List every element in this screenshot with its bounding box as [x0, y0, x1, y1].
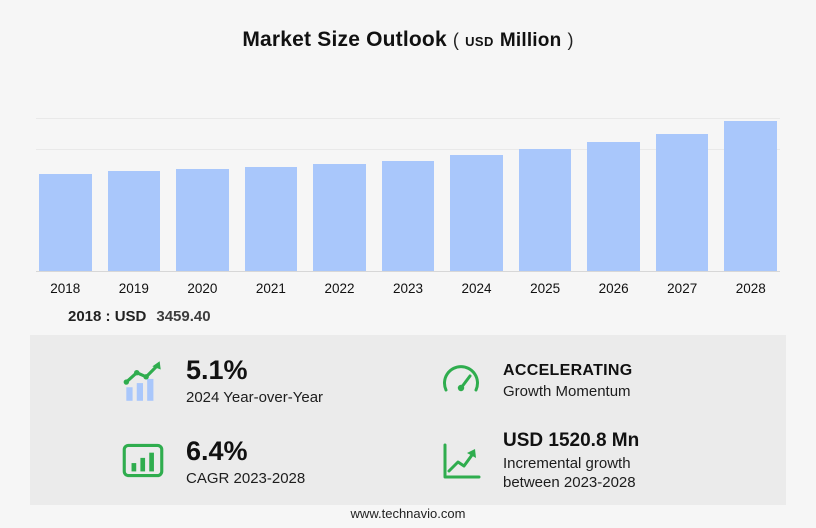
bar-2021: [244, 167, 298, 271]
speedometer-icon: [443, 364, 479, 391]
stat-text: 5.1% 2024 Year-over-Year: [186, 355, 323, 406]
bar-2023: [381, 161, 435, 271]
stats-panel: 5.1% 2024 Year-over-Year ACCELERATING Gr…: [30, 335, 786, 505]
title-currency: USD: [465, 34, 494, 49]
title-paren-close: ): [567, 30, 574, 50]
bar-label: 2024: [461, 281, 492, 296]
stat-yoy: 5.1% 2024 Year-over-Year: [118, 355, 437, 406]
stat-cagr: 6.4% CAGR 2023-2028: [118, 430, 437, 493]
bar-2018: [39, 174, 92, 271]
bar-2024: [450, 155, 503, 271]
yoy-value: 5.1%: [186, 355, 248, 385]
bar-growth-icon: [123, 360, 161, 401]
market-size-chart: 2018 2019 2020 2021 2022 2023 2024 2025 2026 2027…: [36, 116, 780, 296]
cagr-caption: CAGR 2023-2028: [186, 469, 306, 487]
stat-text: 6.4% CAGR 2023-2028: [186, 436, 305, 487]
gridline: [36, 149, 780, 150]
bar-label: 2025: [530, 281, 561, 296]
bar-2019: [107, 171, 161, 271]
bar-label: 2018: [50, 281, 81, 296]
bar-2020: [176, 169, 229, 271]
bar-label: 2021: [255, 281, 286, 296]
chart-plot: [36, 116, 780, 272]
annotation-label: 2018 : USD: [68, 308, 147, 325]
bar-label: 2023: [392, 281, 424, 296]
bar-2028: [724, 121, 778, 271]
momentum-value: ACCELERATING: [503, 361, 633, 379]
chart-bars: [36, 116, 780, 271]
bar-2025: [518, 149, 572, 271]
footer-link[interactable]: www.technavio.com: [350, 506, 466, 521]
yoy-caption: 2024 Year-over-Year: [186, 389, 324, 406]
title-paren-open: (: [452, 30, 460, 50]
gridline: [36, 118, 780, 119]
bar-label: 2020: [187, 281, 218, 296]
title-main: Market Size Outlook: [242, 28, 447, 51]
bar-label: 2022: [324, 281, 355, 296]
title-unit: Million: [499, 30, 562, 51]
stat-text: USD 1520.8 Mn Incremental growth between…: [503, 430, 678, 493]
bar-label: 2027: [667, 281, 698, 296]
stat-text: ACCELERATING Growth Momentum: [503, 362, 633, 400]
page-title: Market Size Outlook ( USD Million ): [0, 0, 816, 52]
bar-2027: [655, 134, 709, 271]
stat-incremental: USD 1520.8 Mn Incremental growth between…: [437, 430, 756, 493]
bar-label: 2028: [735, 281, 766, 296]
chart-x-labels: 2018 2019 2020 2021 2022 2023 2024 2025 2026 2027…: [36, 281, 780, 296]
cagr-chart-icon: [122, 444, 164, 478]
bar-2022: [313, 164, 366, 271]
stat-momentum: ACCELERATING Growth Momentum: [437, 355, 756, 406]
footer: www.technavio.com: [0, 506, 816, 521]
base-year-annotation: 2018 : USD 3459.40: [68, 308, 816, 325]
annotation-value: 3459.40: [156, 308, 211, 325]
incremental-caption: Incremental growth between 2023-2028: [503, 455, 636, 491]
bar-label: 2019: [118, 281, 149, 296]
momentum-caption: Growth Momentum: [503, 382, 631, 400]
incremental-growth-icon: [443, 443, 481, 479]
cagr-value: 6.4%: [186, 435, 248, 466]
bar-label: 2026: [598, 281, 629, 296]
bar-2026: [587, 142, 640, 271]
incremental-value: USD 1520.8 Mn: [503, 430, 640, 451]
